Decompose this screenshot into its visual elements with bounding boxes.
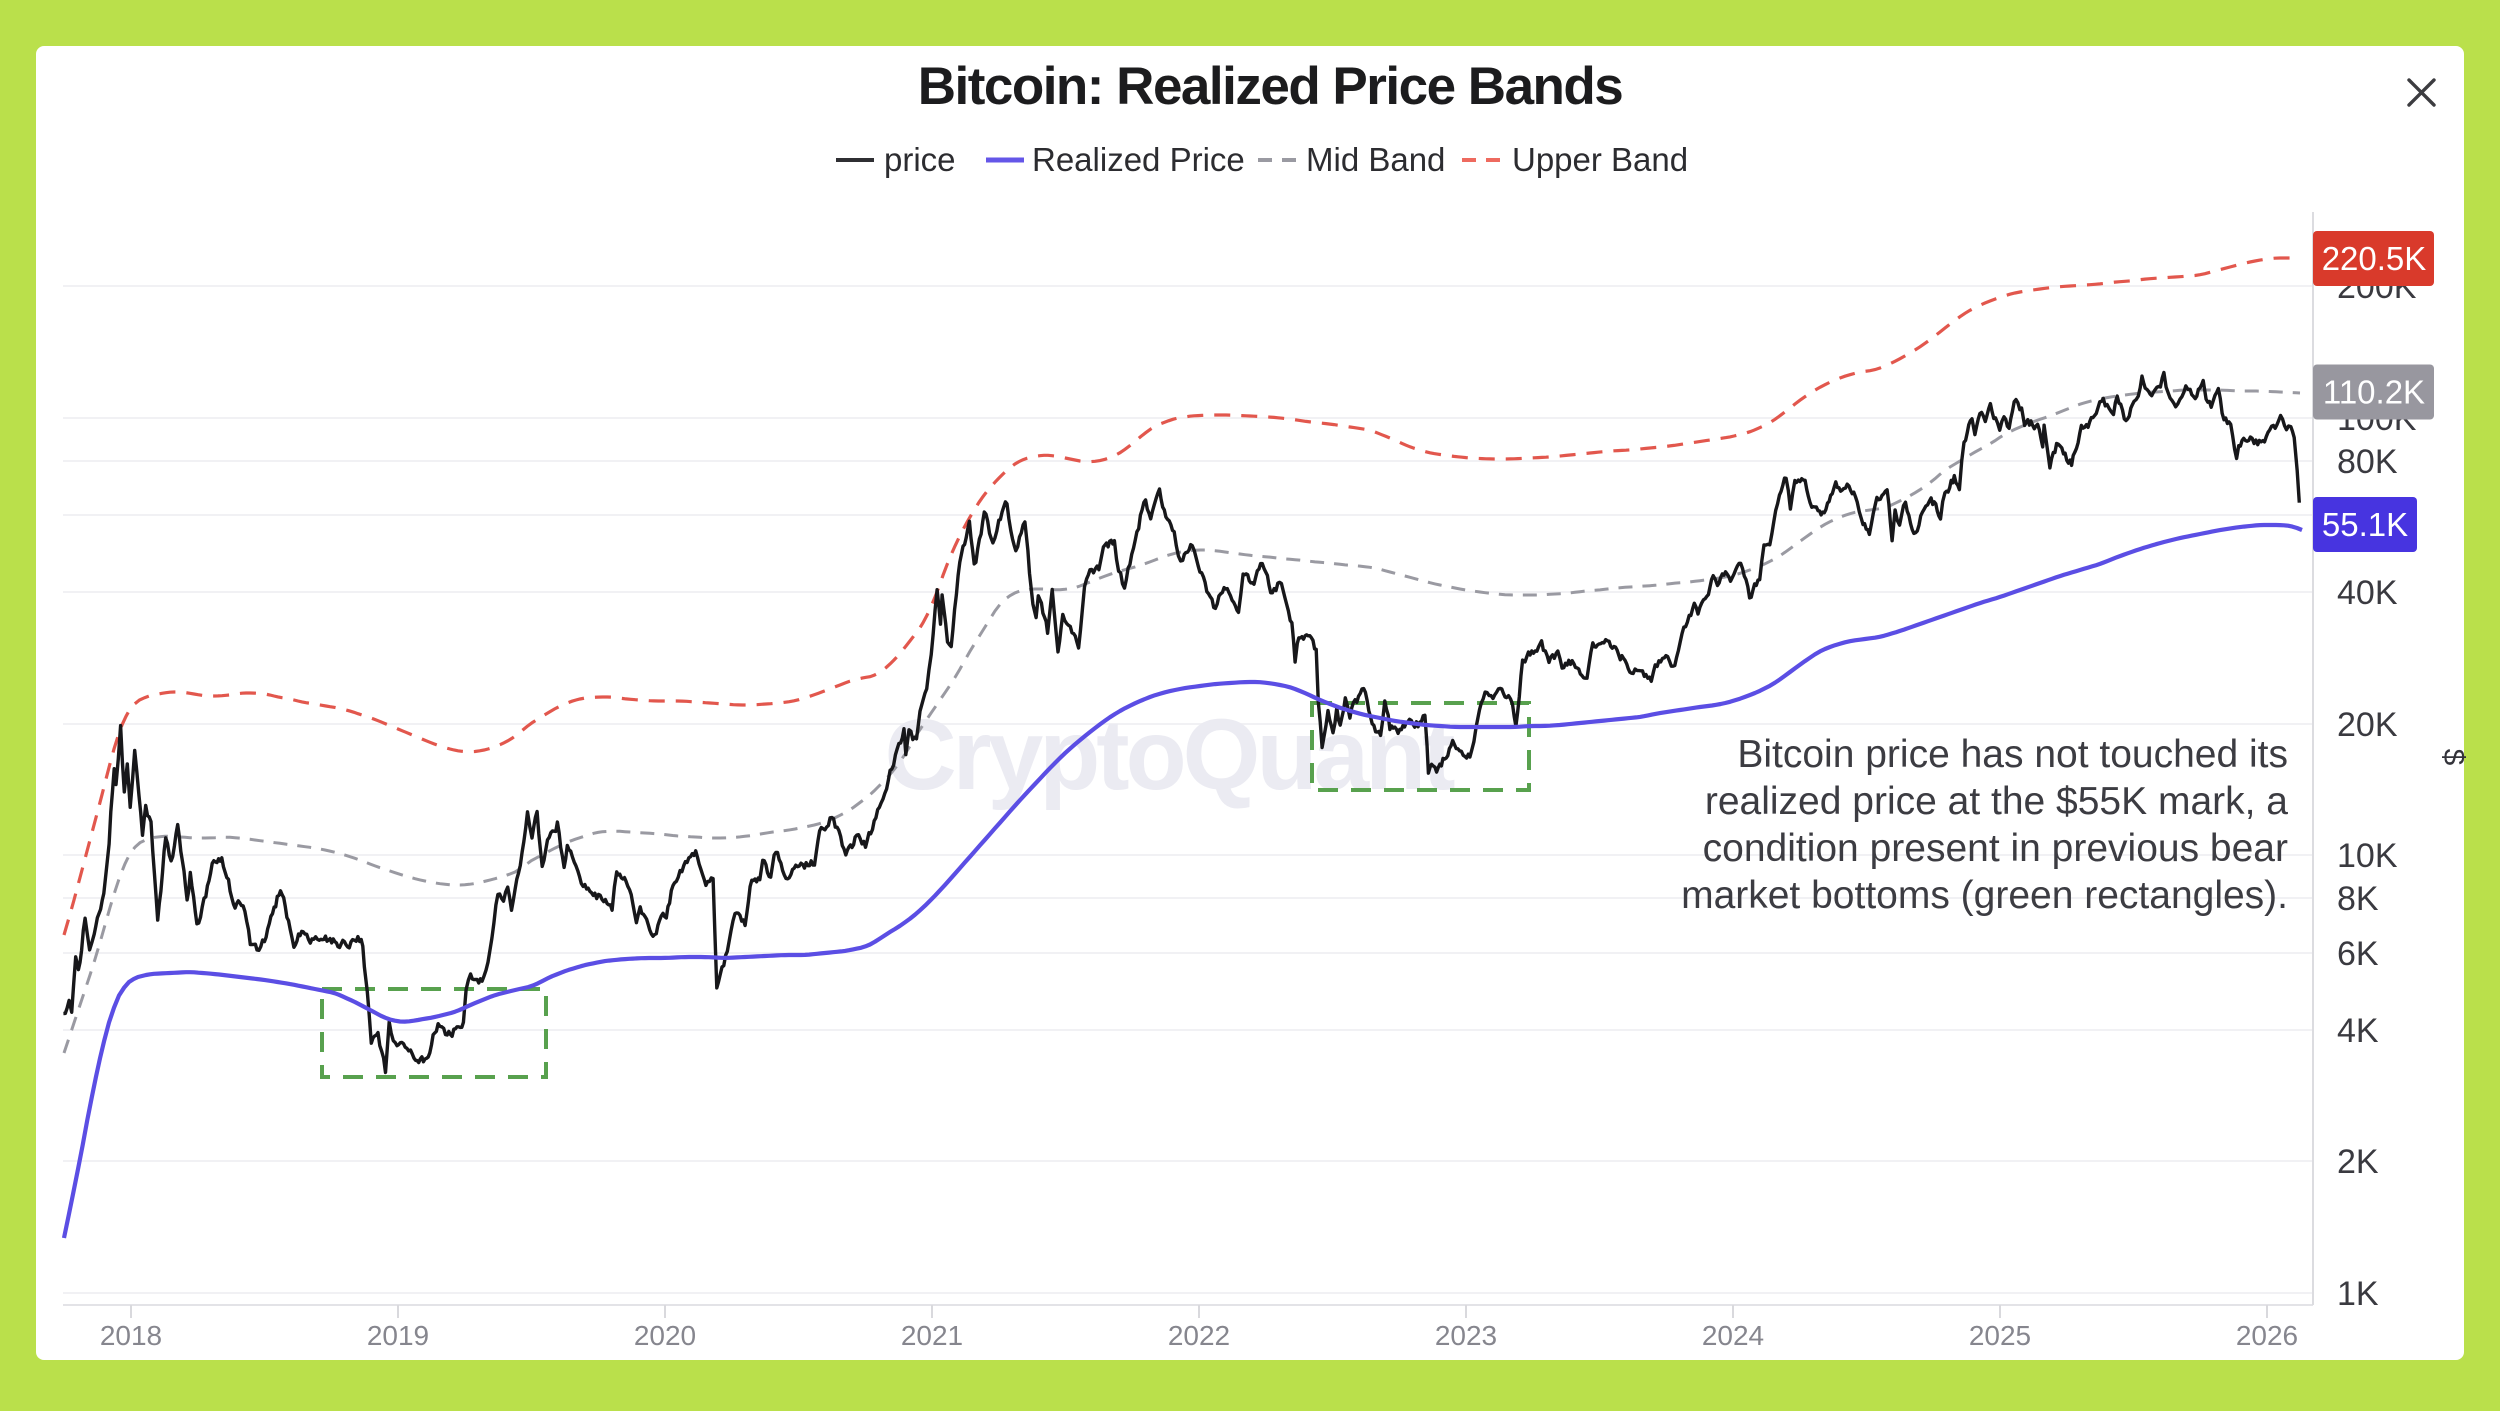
- svg-text:2020: 2020: [634, 1320, 696, 1351]
- svg-text:80K: 80K: [2337, 443, 2398, 481]
- svg-text:2021: 2021: [901, 1320, 963, 1351]
- svg-text:220.5K: 220.5K: [2322, 240, 2427, 277]
- svg-text:1K: 1K: [2337, 1275, 2379, 1313]
- svg-text:$: $: [2437, 749, 2470, 766]
- svg-text:40K: 40K: [2337, 574, 2398, 612]
- svg-text:55.1K: 55.1K: [2322, 506, 2408, 543]
- svg-text:2026: 2026: [2236, 1320, 2298, 1351]
- svg-text:price: price: [884, 141, 956, 178]
- svg-text:Mid Band: Mid Band: [1306, 141, 1445, 178]
- svg-text:4K: 4K: [2337, 1012, 2379, 1050]
- svg-text:2023: 2023: [1435, 1320, 1497, 1351]
- svg-text:realized price at the $55K mar: realized price at the $55K mark, a: [1705, 780, 2288, 823]
- svg-text:10K: 10K: [2337, 837, 2398, 875]
- svg-text:Realized Price: Realized Price: [1032, 141, 1245, 178]
- svg-text:2018: 2018: [100, 1320, 162, 1351]
- svg-text:8K: 8K: [2337, 880, 2379, 918]
- svg-text:20K: 20K: [2337, 706, 2398, 744]
- svg-text:condition present in previous: condition present in previous bear: [1703, 827, 2288, 870]
- svg-text:2022: 2022: [1168, 1320, 1230, 1351]
- svg-text:Bitcoin price has not touched: Bitcoin price has not touched its: [1737, 733, 2288, 776]
- svg-text:market bottoms (green rectangl: market bottoms (green rectangles).: [1681, 874, 2288, 917]
- svg-text:6K: 6K: [2337, 935, 2379, 973]
- svg-text:2019: 2019: [367, 1320, 429, 1351]
- svg-text:2024: 2024: [1702, 1320, 1764, 1351]
- svg-text:Bitcoin: Realized Price Bands: Bitcoin: Realized Price Bands: [918, 57, 1623, 116]
- svg-text:Upper Band: Upper Band: [1512, 141, 1688, 178]
- svg-text:2K: 2K: [2337, 1143, 2379, 1181]
- svg-text:110.2K: 110.2K: [2323, 374, 2425, 411]
- svg-text:2025: 2025: [1969, 1320, 2031, 1351]
- svg-text:CryptoQuant: CryptoQuant: [884, 699, 1455, 811]
